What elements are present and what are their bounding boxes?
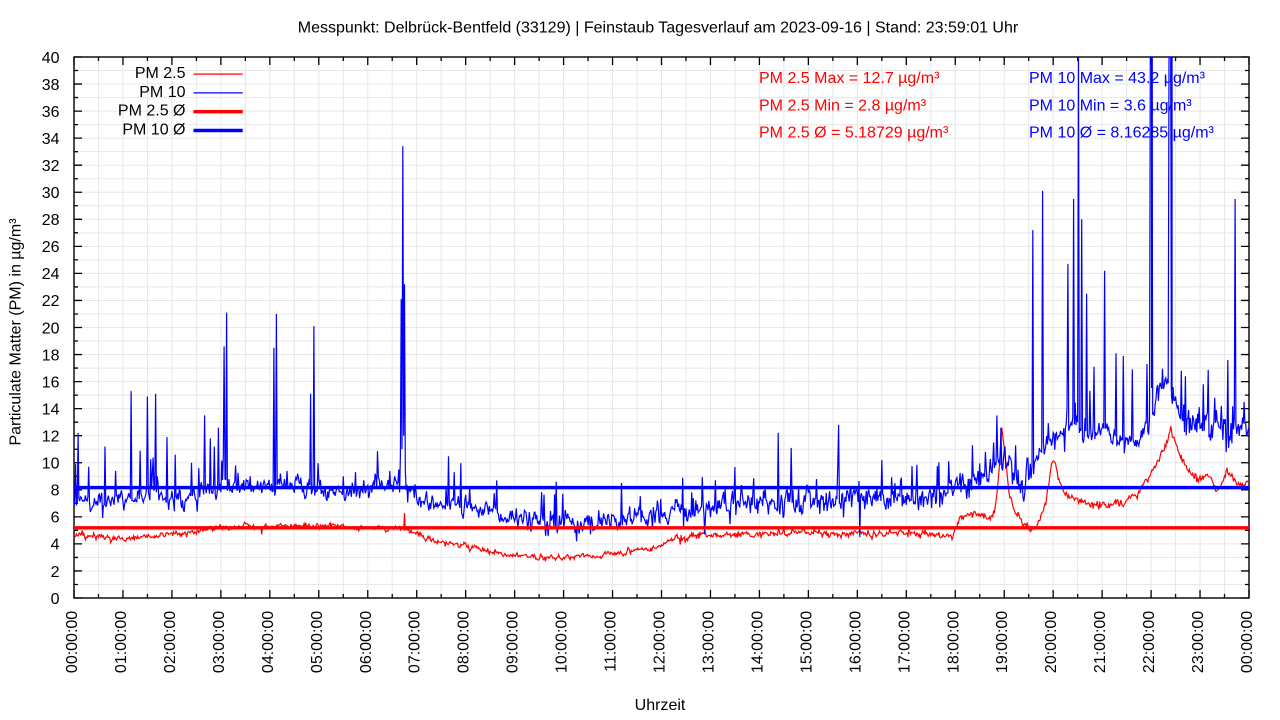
svg-text:PM 10 Max = 43.2 µg/m³: PM 10 Max = 43.2 µg/m³ [1029, 70, 1206, 87]
svg-text:21:00:00: 21:00:00 [1092, 611, 1109, 673]
svg-text:06:00:00: 06:00:00 [358, 611, 375, 673]
svg-text:05:00:00: 05:00:00 [309, 611, 326, 673]
svg-text:Particulate Matter (PM) in µg/: Particulate Matter (PM) in µg/m³ [8, 218, 25, 446]
svg-text:PM 2.5 Ø: PM 2.5 Ø [118, 103, 186, 120]
svg-text:04:00:00: 04:00:00 [260, 611, 277, 673]
svg-text:23:00:00: 23:00:00 [1190, 611, 1207, 673]
svg-text:32: 32 [42, 158, 60, 175]
svg-text:PM 2.5 Min = 2.8 µg/m³: PM 2.5 Min = 2.8 µg/m³ [759, 97, 927, 114]
svg-text:PM 2.5: PM 2.5 [135, 65, 186, 82]
svg-text:03:00:00: 03:00:00 [211, 611, 228, 673]
svg-text:08:00:00: 08:00:00 [456, 611, 473, 673]
svg-text:PM 10 Ø = 8.16285 µg/m³: PM 10 Ø = 8.16285 µg/m³ [1029, 125, 1215, 142]
svg-text:0: 0 [51, 591, 60, 608]
svg-text:01:00:00: 01:00:00 [113, 611, 130, 673]
svg-text:10:00:00: 10:00:00 [554, 611, 571, 673]
svg-text:20:00:00: 20:00:00 [1043, 611, 1060, 673]
svg-text:09:00:00: 09:00:00 [505, 611, 522, 673]
svg-text:PM 2.5 Ø = 5.18729 µg/m³: PM 2.5 Ø = 5.18729 µg/m³ [759, 125, 949, 142]
svg-text:26: 26 [42, 239, 60, 256]
svg-text:24: 24 [42, 266, 60, 283]
svg-text:16: 16 [42, 374, 60, 391]
svg-text:PM 10: PM 10 [139, 84, 185, 101]
svg-text:4: 4 [51, 537, 60, 554]
svg-text:12: 12 [42, 429, 60, 446]
svg-text:34: 34 [42, 131, 60, 148]
svg-text:Messpunkt: Delbrück-Bentfeld (: Messpunkt: Delbrück-Bentfeld (33129) | F… [298, 20, 1019, 37]
svg-text:36: 36 [42, 104, 60, 121]
svg-text:17:00:00: 17:00:00 [896, 611, 913, 673]
svg-text:19:00:00: 19:00:00 [994, 611, 1011, 673]
svg-text:12:00:00: 12:00:00 [652, 611, 669, 673]
svg-text:28: 28 [42, 212, 60, 229]
svg-text:2: 2 [51, 564, 60, 581]
svg-text:10: 10 [42, 456, 60, 473]
svg-text:14:00:00: 14:00:00 [749, 611, 766, 673]
svg-text:20: 20 [42, 320, 60, 337]
svg-text:18:00:00: 18:00:00 [945, 611, 962, 673]
svg-text:14: 14 [42, 401, 60, 418]
svg-text:15:00:00: 15:00:00 [798, 611, 815, 673]
svg-text:38: 38 [42, 77, 60, 94]
svg-text:30: 30 [42, 185, 60, 202]
svg-text:Uhrzeit: Uhrzeit [635, 697, 686, 714]
svg-text:02:00:00: 02:00:00 [162, 611, 179, 673]
svg-text:13:00:00: 13:00:00 [700, 611, 717, 673]
svg-text:07:00:00: 07:00:00 [407, 611, 424, 673]
svg-text:22: 22 [42, 293, 60, 310]
svg-text:22:00:00: 22:00:00 [1141, 611, 1158, 673]
svg-text:00:00:00: 00:00:00 [64, 611, 81, 673]
svg-text:PM 10 Ø: PM 10 Ø [122, 121, 185, 138]
svg-text:16:00:00: 16:00:00 [847, 611, 864, 673]
svg-text:PM 2.5 Max = 12.7 µg/m³: PM 2.5 Max = 12.7 µg/m³ [759, 70, 940, 87]
svg-text:8: 8 [51, 483, 60, 500]
svg-text:40: 40 [42, 50, 60, 67]
svg-text:PM 10 Min = 3.6 µg/m³: PM 10 Min = 3.6 µg/m³ [1029, 97, 1192, 114]
svg-text:18: 18 [42, 347, 60, 364]
svg-text:6: 6 [51, 510, 60, 527]
svg-text:11:00:00: 11:00:00 [603, 611, 620, 672]
svg-text:00:00:00: 00:00:00 [1239, 611, 1256, 673]
